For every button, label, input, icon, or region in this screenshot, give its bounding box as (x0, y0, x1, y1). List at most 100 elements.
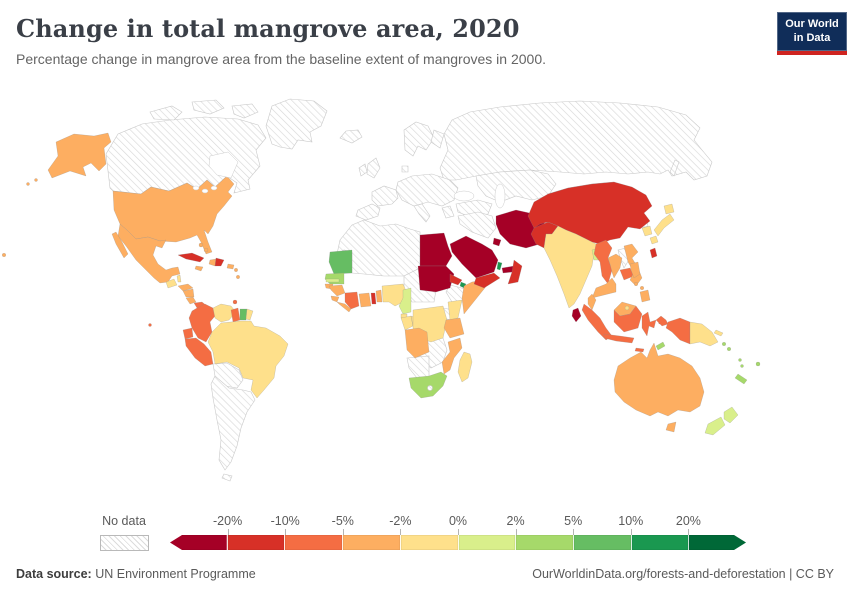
country-fiji[interactable] (755, 361, 761, 367)
country-angola[interactable] (404, 327, 430, 359)
country-honduras[interactable] (177, 283, 194, 292)
country-saudi-arabia[interactable] (449, 235, 499, 279)
country-indonesia-kalimantan[interactable] (613, 305, 643, 333)
country-cote-divoire[interactable] (344, 291, 360, 310)
legend-segment[interactable] (342, 535, 400, 550)
country-benin[interactable] (375, 289, 383, 303)
country-egypt[interactable] (419, 232, 453, 267)
country-iceland[interactable] (339, 129, 363, 144)
region-argentina-chile[interactable] (210, 375, 256, 471)
country-yemen[interactable] (473, 272, 501, 289)
country-eritrea[interactable] (449, 273, 463, 286)
country-mauritania[interactable] (328, 249, 353, 275)
legend-segment[interactable] (688, 535, 746, 550)
country-brunei[interactable] (624, 305, 630, 311)
country-russia[interactable] (439, 100, 713, 181)
country-philippines-visayas1[interactable] (633, 281, 639, 287)
country-thailand-peninsula[interactable] (591, 277, 617, 299)
region-uk[interactable] (366, 157, 381, 179)
region-scandinavia[interactable] (403, 121, 435, 157)
country-qatar[interactable] (496, 261, 503, 271)
country-trinidad[interactable] (232, 299, 238, 305)
country-canada-arctic3[interactable] (231, 103, 259, 119)
country-cuba[interactable] (177, 252, 205, 263)
country-usa-aleutian2[interactable] (26, 182, 30, 186)
region-france[interactable] (371, 185, 399, 207)
country-brazil[interactable] (207, 320, 289, 399)
country-belize[interactable] (176, 274, 182, 283)
country-peru[interactable] (184, 337, 214, 367)
country-guinea[interactable] (328, 284, 346, 297)
country-australia[interactable] (613, 342, 705, 417)
country-sierra-leone[interactable] (330, 295, 340, 303)
country-bahamas1[interactable] (198, 242, 204, 248)
country-mozambique[interactable] (441, 337, 463, 375)
owid-logo[interactable]: Our World in Data (777, 12, 847, 55)
country-greenland[interactable] (265, 98, 328, 150)
country-tanzania[interactable] (443, 317, 465, 339)
country-suriname[interactable] (239, 308, 248, 321)
country-dominican-republic[interactable] (214, 257, 225, 267)
country-japan-honshu[interactable] (653, 213, 675, 237)
legend-segment[interactable] (226, 535, 285, 550)
country-papua-new-guinea[interactable] (689, 321, 719, 347)
country-oman[interactable] (507, 259, 523, 285)
country-myanmar[interactable] (593, 239, 613, 285)
legend-segment[interactable] (399, 535, 458, 550)
country-nz-north[interactable] (723, 406, 739, 424)
region-lesser-antilles1[interactable] (234, 268, 238, 272)
country-indonesia-papua[interactable] (665, 317, 691, 345)
country-ghana[interactable] (358, 292, 372, 308)
region-italy[interactable] (413, 203, 431, 223)
country-solomon1[interactable] (721, 341, 727, 347)
country-guyana[interactable] (230, 307, 241, 323)
country-vanuatu1[interactable] (738, 358, 742, 362)
country-sri-lanka[interactable] (571, 307, 582, 323)
country-somalia[interactable] (461, 279, 489, 315)
country-taiwan[interactable] (649, 247, 658, 259)
country-south-africa[interactable] (408, 371, 448, 399)
country-ecuador[interactable] (182, 327, 194, 340)
country-usa-aleutian1[interactable] (34, 178, 38, 182)
country-canada-arctic2[interactable] (191, 99, 225, 115)
country-philippines-luzon[interactable] (629, 261, 641, 279)
country-japan-hokkaido[interactable] (663, 203, 675, 215)
legend-segment[interactable] (572, 535, 631, 550)
country-usa-alaska[interactable] (47, 132, 112, 179)
country-jamaica[interactable] (194, 265, 204, 272)
region-finland[interactable] (430, 129, 445, 149)
country-french-guiana[interactable] (245, 308, 254, 321)
country-namibia[interactable] (406, 355, 430, 379)
country-kenya[interactable] (447, 299, 463, 321)
country-togo[interactable] (370, 292, 377, 305)
country-liberia[interactable] (336, 301, 352, 313)
region-tierra-del-fuego[interactable] (221, 473, 233, 482)
country-usa-hawaii[interactable] (1, 252, 7, 258)
region-iberia[interactable] (355, 203, 381, 221)
country-png-new-britain[interactable] (713, 329, 724, 337)
region-denmark[interactable] (401, 165, 409, 173)
country-mexico[interactable] (117, 223, 181, 284)
country-indonesia-lesser-sunda[interactable] (634, 347, 645, 353)
country-kuwait[interactable] (492, 237, 502, 247)
region-iraq-syria[interactable] (457, 211, 497, 239)
country-indonesia-sulawesi[interactable] (641, 311, 657, 337)
country-russia-sakhalin[interactable] (669, 159, 680, 177)
country-australia-tasmania[interactable] (665, 421, 677, 433)
country-puerto-rico[interactable] (226, 263, 235, 270)
country-canada[interactable] (105, 116, 267, 195)
legend-segment[interactable] (284, 535, 343, 550)
country-gambia[interactable] (325, 278, 340, 283)
country-philippines-mindanao[interactable] (639, 289, 651, 303)
region-ireland[interactable] (358, 163, 368, 177)
country-colombia[interactable] (188, 303, 216, 343)
country-bahamas2[interactable] (203, 247, 209, 253)
country-ecuador-galapagos[interactable] (148, 323, 152, 327)
country-nicaragua[interactable] (182, 288, 195, 298)
country-indonesia-birdshead[interactable] (655, 315, 669, 327)
country-nigeria[interactable] (381, 283, 408, 307)
country-lesotho[interactable] (427, 385, 433, 391)
country-japan-kyushu[interactable] (649, 235, 659, 245)
country-malaysia-peninsula[interactable] (587, 293, 597, 311)
legend-segment[interactable] (515, 535, 573, 550)
